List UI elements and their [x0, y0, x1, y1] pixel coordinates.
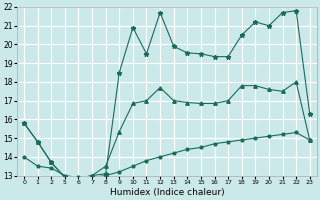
X-axis label: Humidex (Indice chaleur): Humidex (Indice chaleur) [109, 188, 224, 197]
